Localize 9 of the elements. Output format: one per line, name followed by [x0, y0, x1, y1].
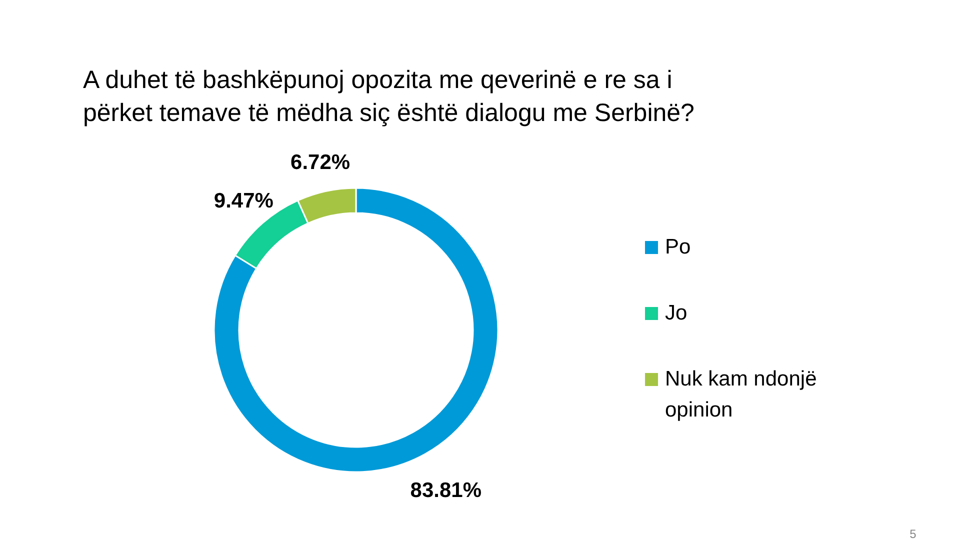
text: 5 [910, 527, 917, 541]
legend-label: Po [665, 236, 691, 259]
legend-label: Nuk kam ndonjë opinion [665, 368, 817, 422]
donut-slice [213, 187, 499, 472]
chart-title: A duhet të bashkëpunoj opozita me qeverinë e re sa i përket temave të mëdha siç është dialogu me Serbinë? [83, 66, 694, 127]
legend-label: Jo [665, 302, 688, 325]
data-label: 83.81% [410, 478, 482, 502]
data-label: 9.47% [214, 189, 274, 212]
data-label: 6.72% [290, 150, 350, 174]
